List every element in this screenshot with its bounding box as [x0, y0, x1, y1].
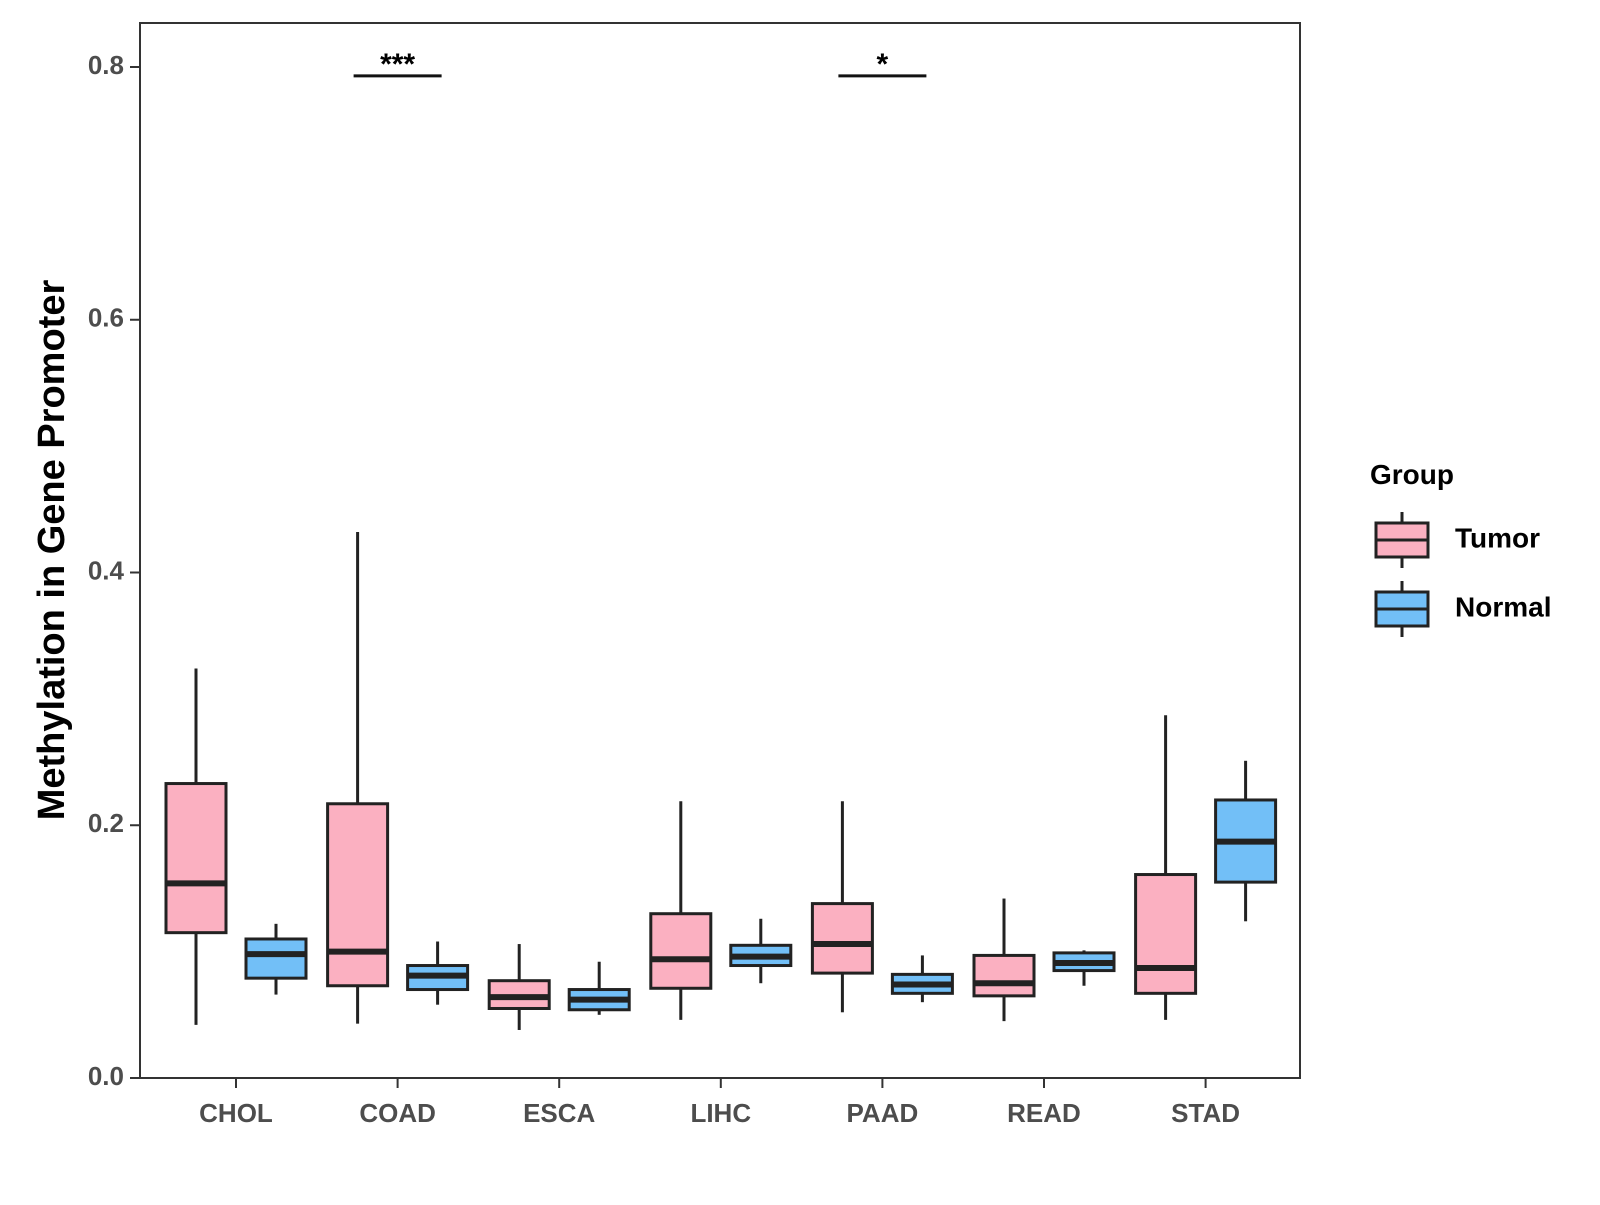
box-tumor-chol: [164, 668, 228, 1025]
y-tick-label: 0.8: [88, 50, 124, 80]
legend-item-normal: Normal: [1374, 581, 1551, 637]
box-tumor-esca: [487, 944, 551, 1030]
legend-label: Normal: [1455, 591, 1551, 622]
box-normal-paad: [890, 955, 954, 1003]
box-tumor-coad: [326, 532, 390, 1024]
box-body: [164, 782, 228, 935]
x-tick-label: COAD: [359, 1098, 436, 1128]
x-tick-label: STAD: [1171, 1098, 1240, 1128]
x-tick-label: ESCA: [523, 1098, 595, 1128]
y-axis: 0.0 0.2 0.4 0.6 0.8: [88, 50, 140, 1091]
box-normal-esca: [567, 961, 631, 1015]
box-tumor-lihc: [649, 801, 713, 1020]
box-tumor-paad: [810, 801, 874, 1013]
legend-title: Group: [1370, 459, 1454, 490]
box-normal-chol: [244, 923, 308, 995]
x-tick-label: LIHC: [690, 1098, 751, 1128]
box-body: [810, 902, 874, 975]
y-axis-label: Methylation in Gene Promoter: [31, 280, 73, 821]
box-normal-read: [1052, 950, 1116, 986]
y-tick-label: 0.0: [88, 1061, 124, 1091]
box-tumor-read: [972, 898, 1036, 1022]
legend-item-tumor: Tumor: [1374, 512, 1540, 568]
box-body: [326, 802, 390, 988]
box-normal-stad: [1214, 760, 1278, 922]
x-tick-label: PAAD: [847, 1098, 919, 1128]
box-body: [649, 912, 713, 990]
significance-label: *: [877, 48, 889, 81]
box-normal-coad: [406, 941, 470, 1005]
box-normal-lihc: [729, 918, 793, 984]
legend: Group Tumor Normal: [1370, 459, 1551, 637]
box-body: [1134, 873, 1198, 995]
significance-label: ***: [380, 48, 415, 81]
y-tick-label: 0.2: [88, 808, 124, 838]
box-series: [164, 532, 1278, 1030]
plot-panel: [139, 22, 1301, 1079]
significance-annotations: *** *: [353, 48, 927, 81]
box-body: [972, 953, 1036, 998]
box-tumor-stad: [1134, 715, 1198, 1020]
x-tick-label: CHOL: [199, 1098, 273, 1128]
x-tick-label: READ: [1007, 1098, 1081, 1128]
box-body: [244, 937, 308, 980]
y-tick-label: 0.4: [88, 555, 125, 585]
y-tick-label: 0.6: [88, 303, 124, 333]
legend-label: Tumor: [1455, 522, 1540, 553]
x-axis: CHOL COAD ESCA LIHC PAAD READ STAD: [199, 1078, 1240, 1128]
